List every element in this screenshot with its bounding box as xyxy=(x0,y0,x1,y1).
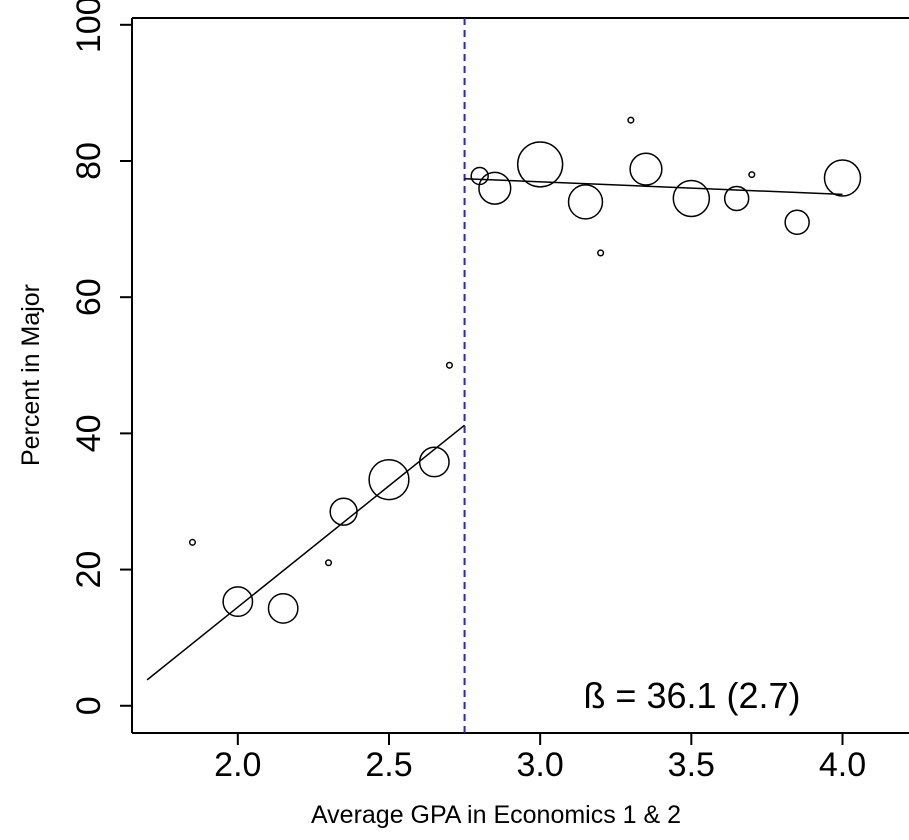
points-layer xyxy=(190,117,861,623)
x-axis-title: Average GPA in Economics 1 & 2 xyxy=(311,801,681,829)
x-axis-tick-label: 2.5 xyxy=(365,746,412,784)
y-axis-title: Percent in Major xyxy=(17,284,45,466)
x-axis-tick-label: 3.0 xyxy=(517,746,564,784)
data-point xyxy=(630,153,662,185)
x-axis-tick-label: 4.0 xyxy=(819,746,866,784)
data-point xyxy=(479,172,511,204)
data-point xyxy=(447,362,453,368)
data-point xyxy=(749,172,755,178)
data-point xyxy=(598,250,604,256)
data-point xyxy=(569,185,603,219)
data-point xyxy=(518,142,563,187)
data-point xyxy=(190,540,196,546)
data-point xyxy=(824,160,860,196)
x-axis-tick-label: 2.0 xyxy=(214,746,261,784)
fit-line-above-cutoff xyxy=(465,179,843,195)
fit-line-below-cutoff xyxy=(147,425,464,680)
data-point xyxy=(628,117,634,123)
data-point xyxy=(673,180,709,216)
y-axis-tick-label: 80 xyxy=(70,142,108,180)
y-axis-tick-label: 0 xyxy=(70,696,108,715)
x-axis-tick-label: 3.5 xyxy=(668,746,715,784)
data-point xyxy=(369,460,409,500)
y-axis-tick-label: 20 xyxy=(70,551,108,589)
y-axis-tick-label: 40 xyxy=(70,414,108,452)
data-point xyxy=(223,587,252,616)
coefficient-annotation: ß = 36.1 (2.7) xyxy=(583,675,800,716)
axes-layer: 2.0 2.5 3.0 3.5 4.0 0 20 40 60 80 100 xyxy=(70,0,866,784)
data-point xyxy=(785,210,809,234)
data-point xyxy=(420,447,449,476)
data-point xyxy=(326,560,332,566)
plot-frame-layer xyxy=(132,18,909,733)
data-point xyxy=(330,498,357,525)
y-axis-tick-label: 100 xyxy=(70,0,108,53)
y-axis-tick-label: 60 xyxy=(70,278,108,316)
data-point xyxy=(268,594,297,623)
